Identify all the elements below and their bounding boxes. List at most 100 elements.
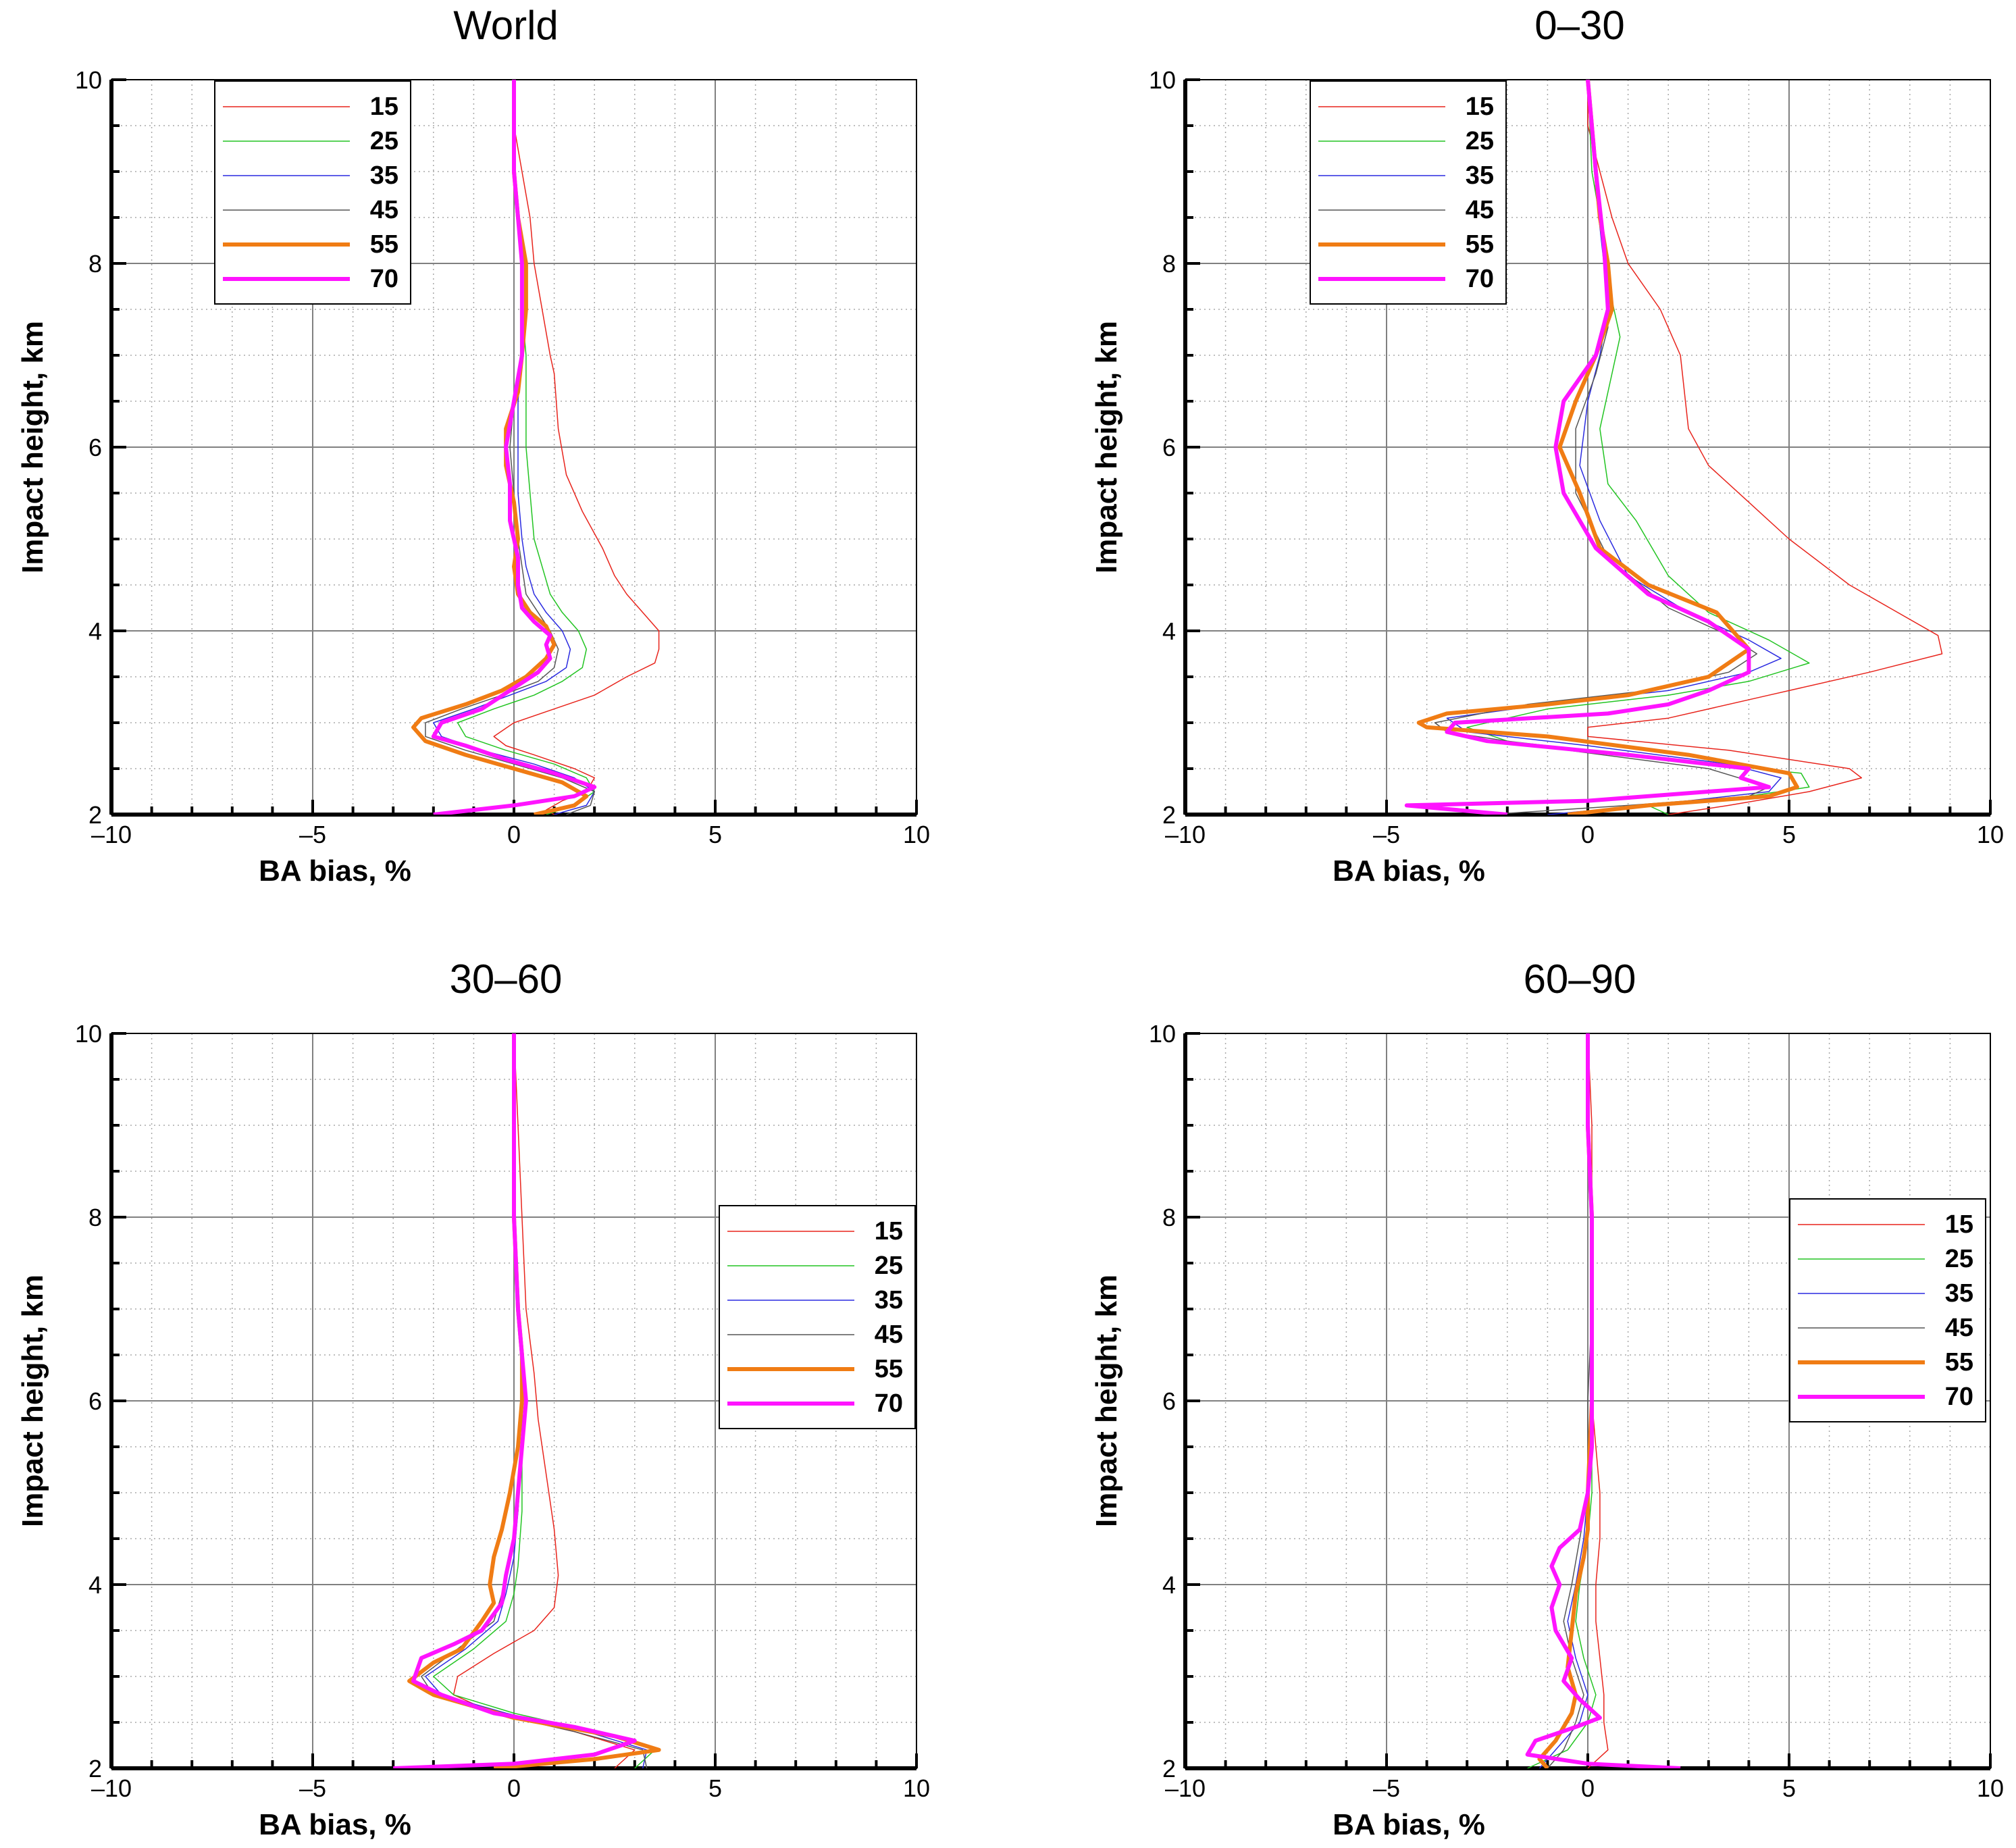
x-tick-label: 5	[1782, 821, 1796, 848]
x-tick-label: –10	[1165, 821, 1206, 848]
x-tick-label: –5	[1373, 1774, 1400, 1802]
legend-label-45: 45	[370, 196, 398, 224]
x-tick-label: 10	[903, 821, 930, 848]
y-tick-label: 10	[75, 66, 102, 94]
legend-label-25: 25	[370, 127, 398, 155]
series-line-70	[1404, 80, 1772, 815]
legend-label-70: 70	[1945, 1383, 1973, 1411]
x-tick-label: 0	[1581, 1774, 1595, 1802]
x-tick-label: –5	[299, 821, 326, 848]
y-tick-label: 8	[88, 1204, 102, 1231]
legend-label-25: 25	[875, 1252, 903, 1280]
legend-label-55: 55	[1466, 230, 1494, 259]
y-tick-label: 6	[88, 434, 102, 461]
legend-label-70: 70	[370, 265, 398, 293]
x-tick-label: 5	[708, 821, 722, 848]
y-tick-label: 2	[88, 801, 102, 829]
legend-label-15: 15	[1466, 93, 1494, 121]
legend-box	[1310, 80, 1507, 305]
x-tick-label: 10	[903, 1774, 930, 1802]
x-tick-label: –10	[91, 821, 132, 848]
y-tick-label: 8	[1162, 250, 1176, 278]
chart-title: 60–90	[1524, 956, 1636, 1002]
legend-box	[214, 80, 411, 305]
legend-label-55: 55	[370, 230, 398, 259]
y-tick-label: 4	[1162, 617, 1176, 645]
x-tick-label: –5	[1373, 821, 1400, 848]
series-line-70	[1525, 1033, 1681, 1768]
y-tick-label: 6	[1162, 1387, 1176, 1415]
legend-label-35: 35	[875, 1286, 903, 1314]
panel-0-30: –10 –5 0 5 10 2 4 6 8 10 0–30 BA bias, % Impact heig…	[1090, 3, 2004, 888]
y-tick-label: 2	[1162, 1755, 1176, 1782]
y-tick-label: 10	[1149, 1020, 1176, 1048]
x-axis-label: BA bias, %	[1333, 1808, 1485, 1841]
series-line-70	[431, 80, 597, 815]
legend-label-45: 45	[1945, 1314, 1973, 1342]
x-tick-label: 0	[507, 1774, 521, 1802]
y-tick-label: 4	[88, 617, 102, 645]
y-tick-label: 6	[1162, 434, 1176, 461]
panel-60-90: –10 –5 0 5 10 2 4 6 8 10 60–90 BA bias, % Impact hei…	[1090, 956, 2004, 1841]
x-axis-label: BA bias, %	[259, 854, 411, 888]
y-axis-label: Impact height, km	[16, 1275, 49, 1527]
legend-label-35: 35	[1945, 1279, 1973, 1308]
series-group	[1525, 1033, 1681, 1768]
legend-label-35: 35	[370, 161, 398, 190]
y-tick-label: 10	[1149, 66, 1176, 94]
x-tick-label: 0	[507, 821, 521, 848]
legend-label-25: 25	[1945, 1245, 1973, 1273]
series-line-15	[1587, 80, 1943, 815]
x-tick-label: –5	[299, 1774, 326, 1802]
legend-label-35: 35	[1466, 161, 1494, 190]
panel-world: –10 –5 0 5 10 2 4 6 8 10 World BA bias, % Impact hei…	[16, 3, 930, 888]
legend-label-70: 70	[1466, 265, 1494, 293]
series-group	[1404, 80, 1943, 815]
legend-label-25: 25	[1466, 127, 1494, 155]
y-tick-label: 2	[88, 1755, 102, 1782]
series-line-55	[411, 80, 589, 815]
y-tick-label: 2	[1162, 801, 1176, 829]
legend: 15 25 35 45 55 70	[214, 80, 411, 305]
y-tick-label: 4	[1162, 1571, 1176, 1599]
y-axis-label: Impact height, km	[1090, 321, 1123, 573]
y-tick-label: 8	[88, 250, 102, 278]
x-tick-label: –10	[1165, 1774, 1206, 1802]
x-tick-label: 10	[1977, 1774, 2004, 1802]
x-axis-label: BA bias, %	[259, 1808, 411, 1841]
legend-label-15: 15	[1945, 1210, 1973, 1239]
chart-title: 30–60	[450, 956, 563, 1002]
series-group	[411, 80, 660, 815]
legend-label-15: 15	[875, 1217, 903, 1246]
panel-30-60: –10 –5 0 5 10 2 4 6 8 10 30–60 BA bias, % Impact hei…	[16, 956, 930, 1841]
legend: 15 25 35 45 55 70	[1310, 80, 1507, 305]
x-axis-label: BA bias, %	[1333, 854, 1485, 888]
legend: 15 25 35 45 55 70	[1789, 1198, 1986, 1422]
x-tick-label: 5	[1782, 1774, 1796, 1802]
legend-label-55: 55	[1945, 1348, 1973, 1377]
series-line-15	[493, 80, 660, 815]
series-group	[393, 1033, 661, 1768]
series-line-25	[1466, 80, 1810, 815]
x-tick-label: 5	[708, 1774, 722, 1802]
series-line-70	[393, 1033, 637, 1768]
y-tick-label: 8	[1162, 1204, 1176, 1231]
y-tick-label: 6	[88, 1387, 102, 1415]
legend-label-45: 45	[1466, 196, 1494, 224]
legend-label-45: 45	[875, 1320, 903, 1349]
x-tick-label: 10	[1977, 821, 2004, 848]
legend-label-55: 55	[875, 1355, 903, 1383]
y-tick-label: 4	[88, 1571, 102, 1599]
y-axis-label: Impact height, km	[1090, 1275, 1123, 1527]
legend-label-15: 15	[370, 93, 398, 121]
legend-box	[1789, 1198, 1986, 1422]
y-axis-label: Impact height, km	[16, 321, 49, 573]
chart-title: World	[453, 3, 559, 48]
legend-label-70: 70	[875, 1389, 903, 1418]
legend-box	[719, 1205, 916, 1429]
x-tick-label: 0	[1581, 821, 1595, 848]
x-tick-label: –10	[91, 1774, 132, 1802]
legend: 15 25 35 45 55 70	[719, 1205, 916, 1429]
chart-title: 0–30	[1534, 3, 1624, 48]
